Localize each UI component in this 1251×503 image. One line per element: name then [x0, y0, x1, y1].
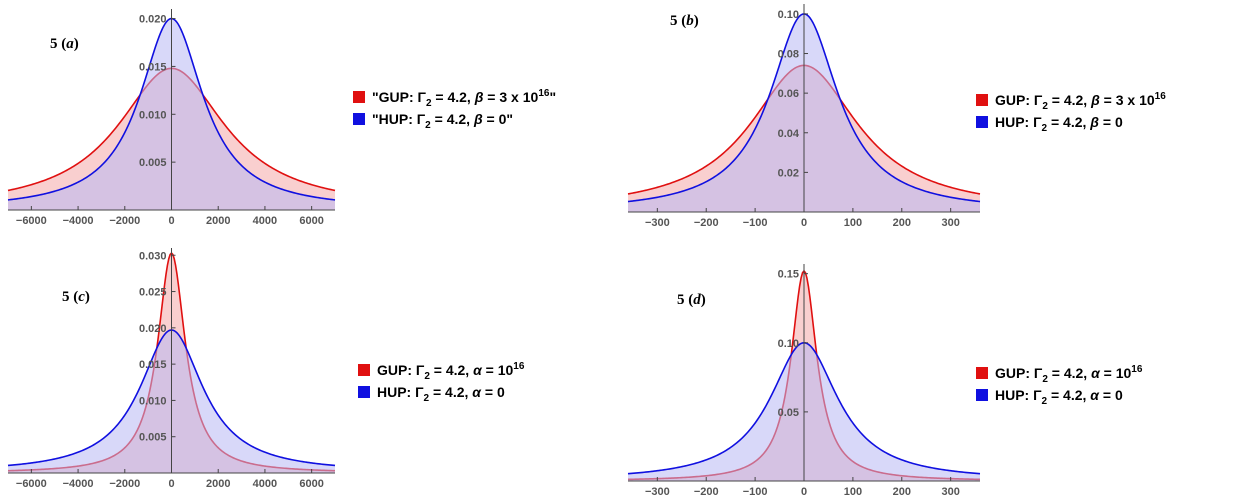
panel-label: 5 (b): [670, 13, 699, 29]
y-tick-label: 0.020: [139, 14, 167, 26]
legend-swatch-red: [353, 91, 365, 103]
y-tick-label: 0.015: [139, 61, 167, 73]
y-tick-label: 0.06: [778, 88, 799, 100]
x-tick-label: 2000: [206, 215, 230, 227]
legend: "GUP: Γ2 = 4.2, β = 3 x 1016""HUP: Γ2 = …: [353, 88, 556, 131]
x-tick-label: −4000: [63, 215, 94, 227]
legend-entry-red: GUP: Γ2 = 4.2, α = 1016: [377, 361, 525, 382]
x-tick-label: 0: [168, 478, 174, 490]
x-tick-label: 100: [844, 486, 862, 498]
legend-entry-red: GUP: Γ2 = 4.2, β = 3 x 1016: [995, 91, 1166, 112]
x-tick-label: 4000: [253, 215, 277, 227]
x-tick-label: −2000: [109, 215, 140, 227]
y-tick-label: 0.025: [139, 287, 167, 299]
x-tick-label: −300: [645, 486, 670, 498]
legend-entry-blue: HUP: Γ2 = 4.2, α = 0: [377, 384, 505, 404]
x-tick-label: −200: [694, 486, 719, 498]
legend-swatch-blue: [976, 116, 988, 128]
y-tick-label: 0.010: [139, 109, 167, 121]
x-tick-label: 0: [168, 215, 174, 227]
y-tick-label: 0.08: [778, 49, 799, 61]
legend-entry-blue: "HUP: Γ2 = 4.2, β = 0": [372, 111, 513, 131]
x-tick-label: −100: [743, 217, 768, 229]
x-tick-label: 300: [941, 217, 959, 229]
legend-entry-red: GUP: Γ2 = 4.2, α = 1016: [995, 364, 1143, 385]
legend-swatch-red: [976, 94, 988, 106]
chart-panel-c: −6000 −4000 −2000 0 2000 4000 6000 0.005 0.010 0.…: [7, 248, 525, 490]
legend-entry-red: "GUP: Γ2 = 4.2, β = 3 x 1016": [372, 88, 556, 109]
y-tick-label: 0.10: [778, 9, 799, 21]
y-tick-label: 0.04: [778, 128, 800, 140]
legend-entry-blue: HUP: Γ2 = 4.2, α = 0: [995, 387, 1123, 407]
legend-swatch-blue: [358, 386, 370, 398]
y-tick-label: 0.05: [778, 407, 799, 419]
legend-swatch-red: [358, 364, 370, 376]
x-tick-label: −100: [743, 486, 768, 498]
legend-swatch-blue: [976, 389, 988, 401]
x-tick-label: 6000: [299, 478, 323, 490]
x-tick-label: 6000: [299, 215, 323, 227]
legend-swatch-blue: [353, 113, 365, 125]
x-tick-label: 0: [801, 486, 807, 498]
x-tick-label: 2000: [206, 478, 230, 490]
x-tick-label: 300: [941, 486, 959, 498]
y-tick-label: 0.020: [139, 323, 167, 335]
legend-swatch-red: [976, 367, 988, 379]
panel-label: 5 (d): [677, 292, 706, 308]
x-tick-label: −2000: [109, 478, 140, 490]
chart-panel-a: −6000 −4000 −2000 0 2000 4000 6000 0.005 0.010 0.…: [7, 9, 556, 227]
x-tick-label: −6000: [16, 478, 47, 490]
y-tick-label: 0.015: [139, 359, 167, 371]
x-tick-label: −4000: [63, 478, 94, 490]
y-tick-label: 0.010: [139, 395, 167, 407]
x-tick-label: 100: [844, 217, 862, 229]
legend-entry-blue: HUP: Γ2 = 4.2, β = 0: [995, 114, 1123, 134]
y-tick-label: 0.15: [778, 269, 799, 281]
y-tick-label: 0.02: [778, 167, 799, 179]
x-tick-label: −200: [694, 217, 719, 229]
x-tick-label: 4000: [253, 478, 277, 490]
x-tick-label: 200: [893, 486, 911, 498]
chart-panel-b: −300 −200 −100 0 100 200 300 0.02 0.04 0.06 0.08 0.…: [627, 4, 1166, 229]
panel-label: 5 (a): [50, 36, 79, 52]
y-tick-label: 0.005: [139, 157, 167, 169]
y-tick-label: 0.005: [139, 432, 167, 444]
x-tick-label: 200: [893, 217, 911, 229]
panel-label: 5 (c): [62, 289, 90, 305]
x-tick-label: −300: [645, 217, 670, 229]
y-tick-label: 0.030: [139, 250, 167, 262]
x-tick-label: 0: [801, 217, 807, 229]
x-tick-label: −6000: [16, 215, 47, 227]
chart-panel-d: −300 −200 −100 0 100 200 300 0.05 0.10 0.15 5 (d) G…: [627, 264, 1143, 498]
y-tick-label: 0.10: [778, 338, 799, 350]
